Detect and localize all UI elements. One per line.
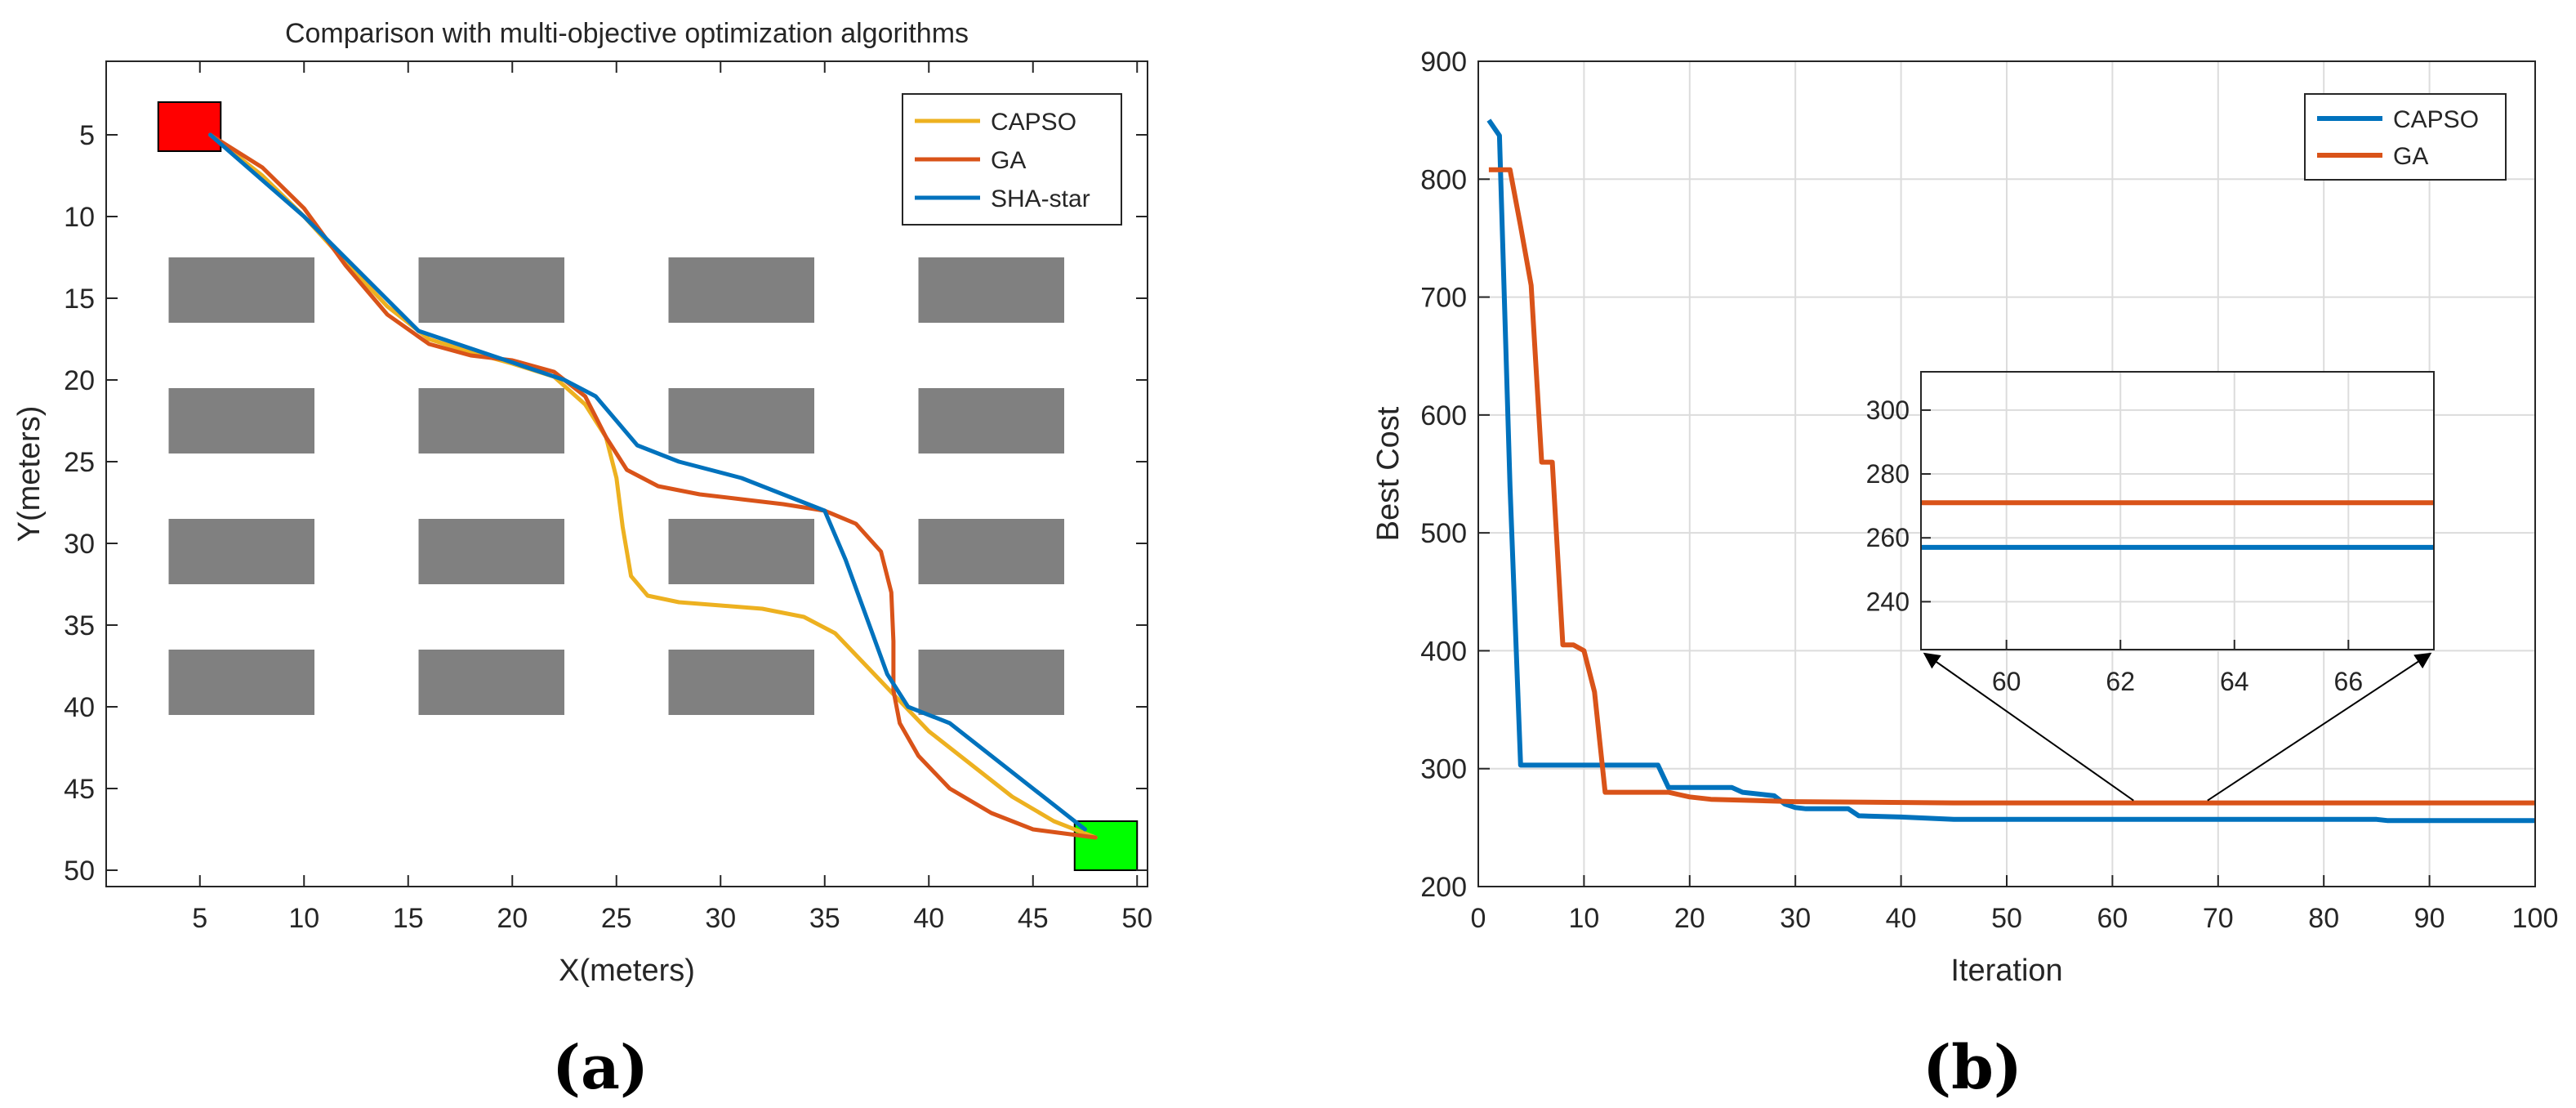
obstacle (918, 388, 1064, 453)
x-tick-label-b: 50 (1991, 903, 2022, 934)
x-tick-label-a: 25 (601, 903, 632, 934)
x-tick-label-b: 20 (1674, 903, 1705, 934)
obstacle (668, 257, 814, 323)
x-axis-label-b: Iteration (1950, 954, 2062, 988)
y-axis-label-b: Best Cost (1371, 406, 1406, 541)
chart-title-a: Comparison with multi-objective optimiza… (285, 18, 969, 49)
y-axis-label-a: Y(meters) (12, 406, 47, 543)
x-tick-label-b: 30 (1780, 903, 1811, 934)
y-tick-label-a: 20 (64, 365, 95, 396)
x-tick-label-a: 15 (393, 903, 424, 934)
panel-b-caption: (b) (1923, 1033, 2022, 1103)
y-tick-label-a: 50 (64, 856, 95, 887)
legend-box-b (2304, 93, 2507, 181)
y-tick-label-b: 700 (1420, 283, 1467, 314)
inset-x-tick-label: 66 (2334, 667, 2364, 696)
x-tick-label-a: 5 (192, 903, 207, 934)
legend-b: CAPSO GA (2304, 93, 2507, 181)
obstacle (918, 257, 1064, 323)
series-line-capso (208, 132, 1098, 840)
y-tick-label-b: 400 (1420, 636, 1467, 667)
inset-y-tick-label: 280 (1866, 459, 1910, 489)
obstacle (418, 257, 564, 323)
x-tick-label-b: 60 (2097, 903, 2128, 934)
inset-x-tick-label: 64 (2220, 667, 2249, 696)
legend-a: CAPSO GA SHA-star (902, 93, 1122, 226)
axes-box-a (105, 60, 1148, 887)
y-tick-label-b: 300 (1420, 754, 1467, 785)
obstacle (418, 388, 564, 453)
x-tick-label-a: 20 (497, 903, 528, 934)
inset-axes-box (1920, 371, 2435, 650)
obstacle (168, 257, 314, 323)
x-tick-label-a: 35 (809, 903, 840, 934)
y-tick-label-a: 10 (64, 202, 95, 233)
obstacle (668, 650, 814, 715)
panel-b-convergence-plot: 0 10 20 30 40 50 60 70 80 90 100 200 300 400 500 600 700… (1371, 47, 2558, 988)
inset-y-tick-label: 240 (1866, 587, 1910, 616)
inset-zoom: 60 62 64 66 240 260 280 300 (1866, 371, 2435, 696)
series-line-ga (1488, 167, 2535, 806)
y-tick-label-b: 600 (1420, 400, 1467, 431)
obstacle (418, 519, 564, 584)
obstacle (168, 650, 314, 715)
x-axis-label-a: X(meters) (559, 954, 695, 988)
inset-y-tick-label: 260 (1866, 523, 1910, 552)
series-line-capso (1486, 118, 2535, 824)
y-tick-label-a: 35 (64, 610, 95, 641)
legend-label-capso: CAPSO (2393, 106, 2479, 133)
x-tick-label-a: 40 (913, 903, 944, 934)
y-tick-label-a: 40 (64, 692, 95, 723)
inset-x-tick-label: 62 (2106, 667, 2135, 696)
series-line-ga (208, 132, 1098, 840)
panel-a-path-plot: 5 10 15 20 25 30 35 40 45 50 5 10 15 20 25 30 35 40 45 50 Co… (12, 18, 1152, 988)
x-tick-label-a: 30 (705, 903, 736, 934)
y-tick-label-a: 15 (64, 284, 95, 315)
x-tick-label-a: 45 (1018, 903, 1049, 934)
x-tick-label-b: 10 (1568, 903, 1599, 934)
legend-label-sha-star: SHA-star (991, 185, 1090, 212)
y-tick-label-b: 900 (1420, 47, 1467, 78)
inset-y-tick-label: 300 (1866, 395, 1910, 425)
series-line-sha-star (208, 132, 1087, 832)
panel-a-caption: (a) (552, 1033, 648, 1103)
legend-label-ga: GA (2393, 143, 2428, 170)
y-tick-label-a: 30 (64, 529, 95, 560)
zoom-arrow-left (1923, 652, 2134, 802)
x-tick-label-b: 0 (1471, 903, 1486, 934)
y-tick-label-a: 5 (79, 120, 95, 151)
x-tick-label-b: 80 (2308, 903, 2339, 934)
x-tick-label-a: 10 (288, 903, 319, 934)
zoom-arrow-right (2207, 652, 2432, 802)
x-tick-label-b: 40 (1886, 903, 1917, 934)
obstacle (668, 519, 814, 584)
y-tick-label-a: 45 (64, 774, 95, 805)
obstacle (168, 388, 314, 453)
x-tick-label-b: 90 (2414, 903, 2445, 934)
y-tick-label-a: 25 (64, 447, 95, 478)
obstacle (918, 650, 1064, 715)
x-tick-label-b: 100 (2512, 903, 2559, 934)
obstacle (918, 519, 1064, 584)
obstacle (668, 388, 814, 453)
y-tick-label-b: 200 (1420, 872, 1467, 903)
y-tick-label-b: 500 (1420, 518, 1467, 549)
legend-label-capso: CAPSO (991, 109, 1076, 136)
x-tick-label-b: 70 (2203, 903, 2234, 934)
legend-label-ga: GA (991, 147, 1026, 174)
obstacle (168, 519, 314, 584)
start-marker (157, 101, 222, 152)
y-tick-label-b: 800 (1420, 164, 1467, 195)
inset-plot-area (1921, 372, 2434, 650)
x-tick-label-a: 50 (1121, 903, 1152, 934)
obstacle (418, 650, 564, 715)
inset-x-tick-label: 60 (1992, 667, 2021, 696)
